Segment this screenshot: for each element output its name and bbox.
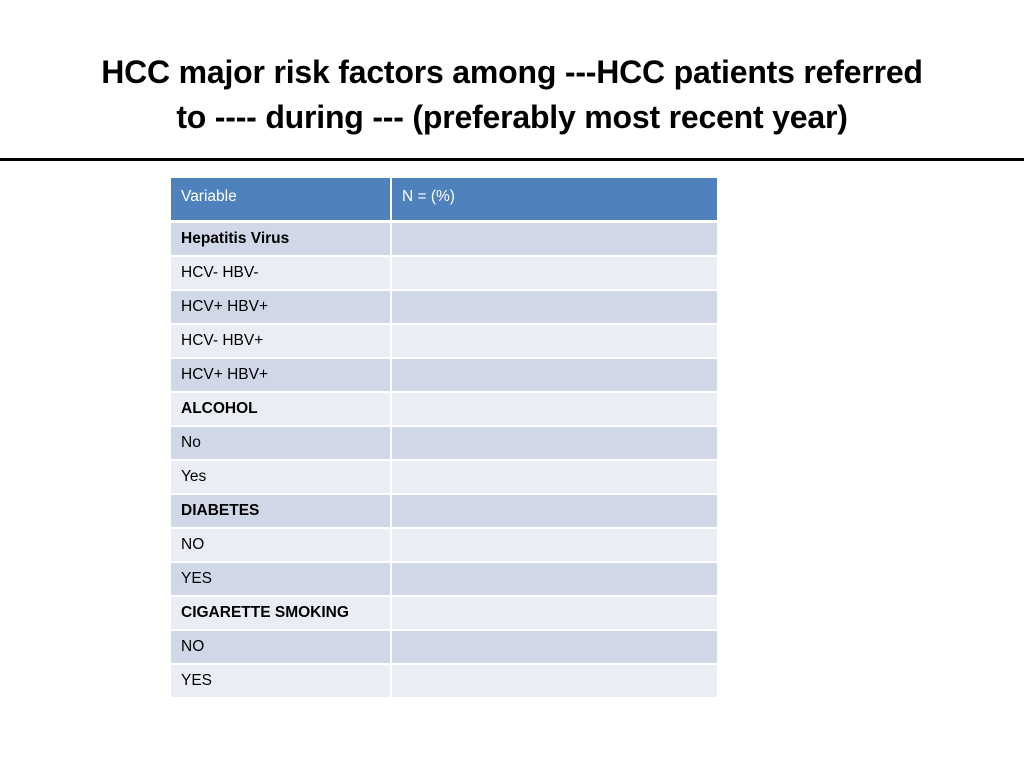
table-section-row: ALCOHOL [171,392,717,427]
n-percent-cell [391,494,717,529]
variable-label: HCV- HBV- [171,256,392,291]
variable-label: HCV- HBV+ [171,324,392,359]
n-percent-cell [391,392,717,427]
variable-label: NO [171,528,392,563]
section-label: DIABETES [171,494,392,529]
slide-title-line-1: HCC major risk factors among ---HCC pati… [101,54,923,90]
n-percent-cell [391,221,717,257]
n-percent-cell [391,596,717,631]
table-body: Hepatitis Virus HCV- HBV- HCV+ HBV+ HCV- HB… [171,221,717,699]
risk-factors-table: Variable N = (%) Hepatitis Virus HCV- HBV… [171,178,717,699]
table-row: NO [171,630,717,665]
table-section-row: CIGARETTE SMOKING [171,596,717,631]
section-label: Hepatitis Virus [171,221,392,257]
table-section-row: DIABETES [171,494,717,529]
table-row: Yes [171,460,717,495]
variable-label: HCV+ HBV+ [171,358,392,393]
table-row: HCV+ HBV+ [171,358,717,393]
n-percent-cell [391,630,717,665]
n-percent-cell [391,664,717,699]
n-percent-cell [391,324,717,359]
header-n-percent: N = (%) [391,178,717,223]
header-variable: Variable [171,178,392,223]
variable-label: Yes [171,460,392,495]
table-row: HCV- HBV+ [171,324,717,359]
table-row: YES [171,562,717,597]
n-percent-cell [391,290,717,325]
title-divider [0,158,1024,161]
table-row: HCV+ HBV+ [171,290,717,325]
section-label: ALCOHOL [171,392,392,427]
n-percent-cell [391,460,717,495]
table-row: HCV- HBV- [171,256,717,291]
variable-label: YES [171,562,392,597]
n-percent-cell [391,426,717,461]
variable-label: NO [171,630,392,665]
table-row: NO [171,528,717,563]
n-percent-cell [391,528,717,563]
table-header-row: Variable N = (%) [171,178,717,223]
n-percent-cell [391,562,717,597]
n-percent-cell [391,256,717,291]
table-row: No [171,426,717,461]
variable-label: No [171,426,392,461]
section-label: CIGARETTE SMOKING [171,596,392,631]
variable-label: HCV+ HBV+ [171,290,392,325]
slide-title-line-2: to ---- during --- (preferably most rece… [176,99,848,135]
n-percent-cell [391,358,717,393]
table-row: YES [171,664,717,699]
table-section-row: Hepatitis Virus [171,221,717,257]
variable-label: YES [171,664,392,699]
slide-title: HCC major risk factors among ---HCC pati… [0,50,1024,140]
